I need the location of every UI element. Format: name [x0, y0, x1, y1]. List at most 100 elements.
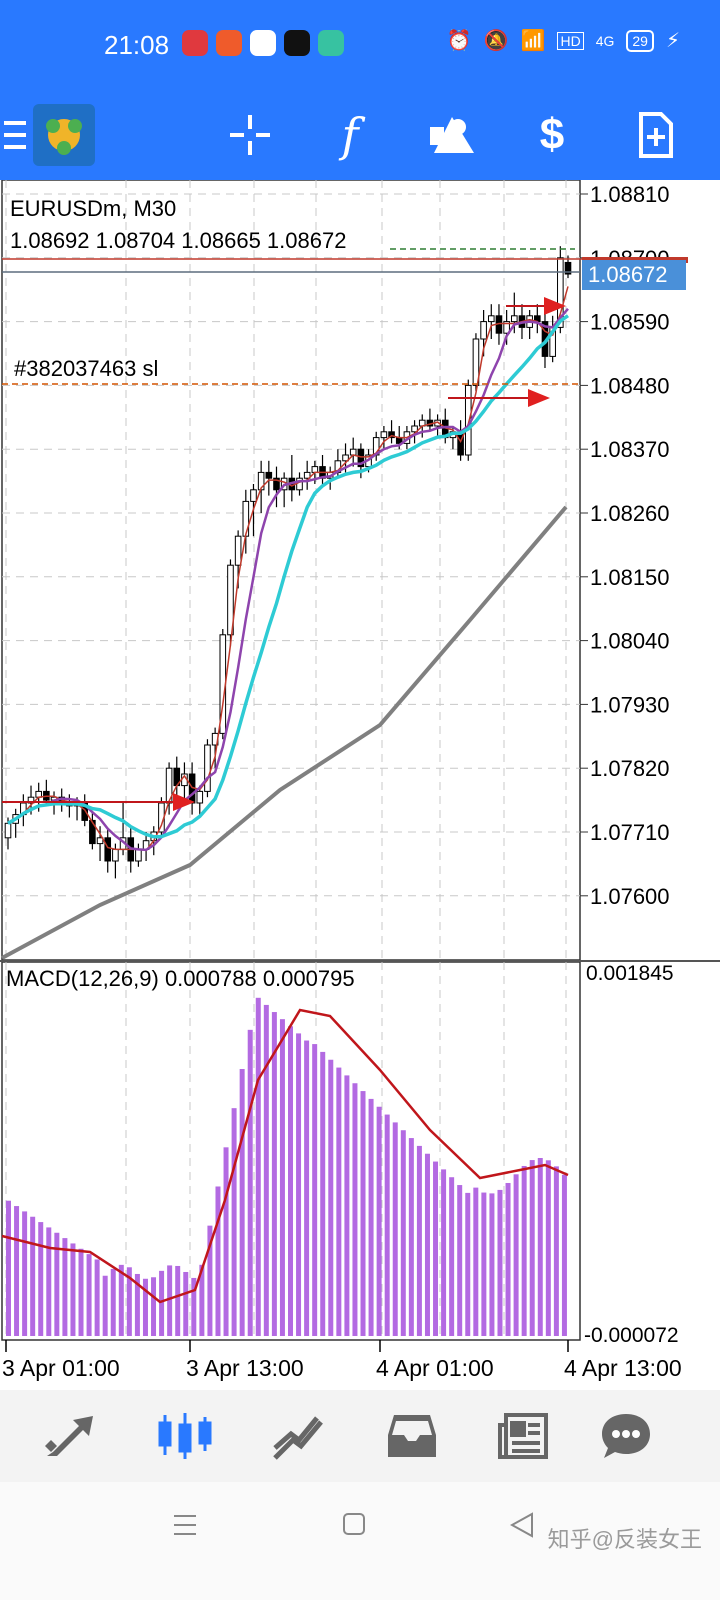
price-axis-label: 1.08810 — [590, 182, 670, 207]
candle-body — [472, 338, 480, 386]
macd-bar — [239, 1069, 245, 1336]
chart-area[interactable]: 1.088101.087001.085901.084801.083701.082… — [0, 180, 720, 1390]
macd-bar — [521, 1165, 527, 1336]
current-price-tag: 1.08672 — [582, 260, 686, 290]
price-axis-label: 1.08150 — [590, 565, 670, 590]
alarm-icon: ⏰ — [446, 30, 472, 52]
macd-panel — [1, 997, 569, 1336]
price-axis-label: 1.07710 — [590, 820, 670, 845]
macd-bar — [38, 1222, 44, 1336]
status-time: 21:08 — [104, 30, 170, 60]
nav-news[interactable] — [464, 1390, 584, 1482]
macd-bar — [22, 1211, 28, 1336]
macd-bar — [6, 1200, 11, 1336]
macd-bar — [360, 1091, 366, 1336]
time-axis-label: 3 Apr 01:00 — [2, 1355, 120, 1381]
macd-bar — [255, 997, 261, 1336]
price-axis-label: 1.07600 — [590, 884, 670, 909]
function-icon[interactable]: f — [341, 108, 359, 162]
notification-icons — [182, 30, 344, 56]
candle-body — [557, 257, 564, 328]
home-button[interactable] — [342, 1512, 366, 1541]
app-icon — [318, 30, 344, 56]
macd-label: MACD(12,26,9) 0.000788 0.000795 — [6, 966, 355, 991]
price-axis: 1.088101.087001.085901.084801.083701.082… — [590, 182, 670, 909]
macd-bar — [46, 1227, 52, 1336]
macd-bar — [191, 1277, 197, 1336]
objects-icon[interactable] — [424, 90, 480, 180]
macd-bar — [304, 1040, 310, 1336]
macd-bar — [126, 1267, 132, 1336]
candle-body — [4, 822, 12, 839]
system-icons: ⏰ 🔕 📶 HD 4G 29 ⚡ — [447, 28, 680, 53]
back-button[interactable] — [509, 1512, 534, 1543]
ma-long-line — [1, 505, 568, 960]
macd-bar — [231, 1108, 237, 1336]
candle-body — [204, 744, 211, 792]
wifi-icon: 📶 — [520, 30, 546, 52]
macd-bar — [449, 1177, 455, 1336]
macd-axis-bottom: -0.000072 — [584, 1324, 679, 1347]
candle-body — [89, 819, 96, 845]
candle-body — [480, 321, 487, 340]
signal-arrow-icon — [528, 389, 550, 407]
hd-icon: HD — [557, 31, 584, 50]
macd-bar — [271, 1012, 277, 1336]
nav-history[interactable] — [352, 1390, 472, 1482]
inbox-icon — [388, 1415, 436, 1457]
price-axis-label: 1.08590 — [590, 310, 670, 335]
candle-body — [227, 564, 234, 636]
macd-bar — [54, 1232, 60, 1336]
macd-bar — [288, 1026, 293, 1336]
macd-signal-line — [1, 1008, 569, 1304]
macd-bar — [529, 1160, 535, 1336]
macd-axis-top: 0.001845 — [586, 962, 674, 985]
nav-quotes[interactable] — [10, 1390, 130, 1482]
macd-bar — [384, 1114, 390, 1336]
candle-body — [265, 471, 273, 479]
macd-bar — [424, 1153, 430, 1336]
ma-mid-line — [7, 307, 569, 852]
price-axis-label: 1.08370 — [590, 437, 670, 462]
candle-body — [380, 431, 388, 439]
macd-bar — [14, 1206, 20, 1336]
candle-body — [388, 431, 395, 439]
macd-bar — [481, 1192, 487, 1336]
app-logo[interactable] — [32, 90, 96, 180]
macd-bar — [142, 1278, 148, 1336]
macd-bar — [497, 1189, 503, 1336]
new-order-icon[interactable] — [634, 90, 678, 180]
macd-bar — [416, 1145, 422, 1336]
candle-body — [411, 425, 418, 433]
macd-bar — [368, 1098, 374, 1336]
recents-button[interactable] — [172, 1512, 198, 1543]
macd-bar — [175, 1265, 181, 1336]
watermark: 知乎@反装女王 — [547, 1527, 702, 1552]
macd-bar — [62, 1238, 68, 1336]
app-icon — [250, 30, 276, 56]
candle-body — [357, 448, 365, 468]
macd-bar — [167, 1265, 173, 1336]
price-panel-frame — [1, 180, 581, 961]
nav-trade[interactable] — [240, 1390, 360, 1482]
nav-chart[interactable] — [125, 1390, 245, 1482]
chart-overlays — [2, 248, 688, 811]
candle-body — [135, 848, 142, 862]
candle-body — [234, 535, 242, 566]
macd-bar — [118, 1264, 124, 1336]
menu-icon[interactable] — [0, 90, 30, 180]
trade-icon[interactable]: $ — [539, 110, 565, 159]
candle-body — [564, 261, 572, 275]
macd-bar — [134, 1273, 140, 1336]
chat-icon — [602, 1414, 650, 1458]
crosshair-icon[interactable] — [222, 90, 278, 180]
system-nav-bar — [0, 1482, 720, 1600]
macd-bar — [159, 1270, 165, 1336]
price-chart[interactable]: 1.088101.087001.085901.084801.083701.082… — [0, 180, 720, 1390]
macd-bar — [441, 1169, 447, 1336]
macd-bar — [70, 1243, 76, 1336]
price-axis-label: 1.08260 — [590, 501, 670, 526]
nav-messages[interactable] — [566, 1390, 686, 1482]
price-axis-label: 1.07820 — [590, 756, 670, 781]
chart-icon — [158, 1413, 212, 1459]
